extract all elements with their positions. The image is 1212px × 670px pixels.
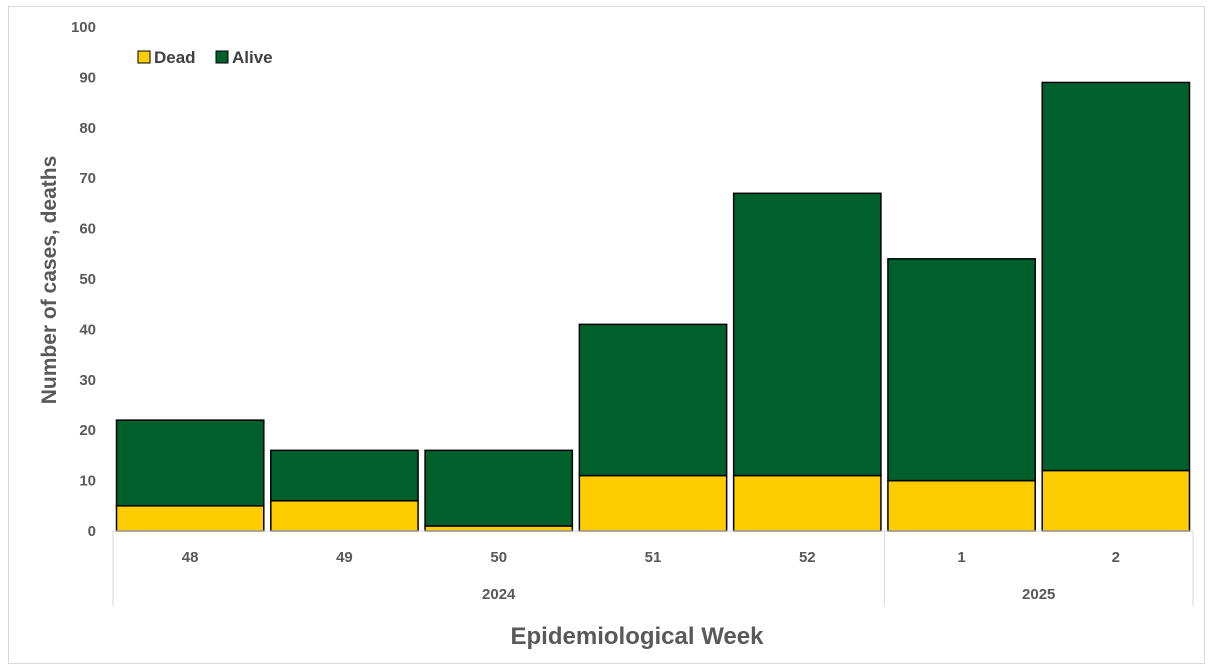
- legend-label-dead: Dead: [154, 48, 196, 67]
- y-tick-label: 100: [71, 19, 96, 36]
- x-tick-label: 2: [1112, 549, 1120, 566]
- legend: Dead Alive: [137, 48, 273, 67]
- x-tick-label: 50: [490, 549, 507, 566]
- y-tick-label: 0: [88, 523, 96, 540]
- bar-dead-51: [578, 474, 728, 532]
- y-tick-label: 80: [79, 120, 96, 137]
- bar-alive-52: [732, 192, 882, 477]
- bar-dead-48: [115, 505, 265, 532]
- bar-dead-1: [887, 479, 1036, 532]
- bars: [115, 81, 1191, 532]
- bar-dead-2: [1041, 469, 1191, 532]
- x-tick-label: 1: [957, 549, 965, 566]
- bar-dead-50: [424, 525, 574, 532]
- y-tick-label: 20: [79, 422, 96, 439]
- y-tick-label: 70: [79, 170, 96, 187]
- x-group-label: 2024: [482, 586, 516, 603]
- bar-alive-2: [1041, 81, 1191, 472]
- legend-label-alive: Alive: [232, 48, 273, 67]
- bar-alive-50: [424, 449, 574, 527]
- x-tick-label: 48: [182, 549, 199, 566]
- bar-alive-49: [270, 449, 419, 502]
- y-tick-label: 60: [79, 221, 96, 238]
- bar-alive-48: [115, 419, 265, 507]
- x-axis-title: Epidemiological Week: [511, 623, 765, 650]
- y-tick-label: 10: [79, 473, 96, 490]
- legend-swatch-dead: [137, 50, 151, 64]
- x-tick-label: 52: [799, 549, 816, 566]
- x-tick-label: 51: [645, 549, 662, 566]
- y-tick-label: 50: [79, 271, 96, 288]
- bar-alive-51: [578, 323, 728, 477]
- bar-alive-1: [887, 258, 1036, 482]
- x-group-label: 2025: [1022, 586, 1055, 603]
- y-tick-label: 30: [79, 372, 96, 389]
- legend-swatch-alive: [215, 50, 229, 64]
- y-tick-label: 90: [79, 69, 96, 86]
- y-axis-title: Number of cases, deaths: [38, 156, 61, 405]
- y-tick-label: 40: [79, 321, 96, 338]
- x-tick-label: 49: [336, 549, 353, 566]
- bar-dead-52: [732, 474, 882, 532]
- bar-dead-49: [270, 500, 419, 532]
- x-axis: 48 49 50 51 52 1 2 2024 2025: [112, 530, 1194, 606]
- y-axis-ticks: 0 10 20 30 40 50 60 70 80 90 100: [71, 19, 96, 540]
